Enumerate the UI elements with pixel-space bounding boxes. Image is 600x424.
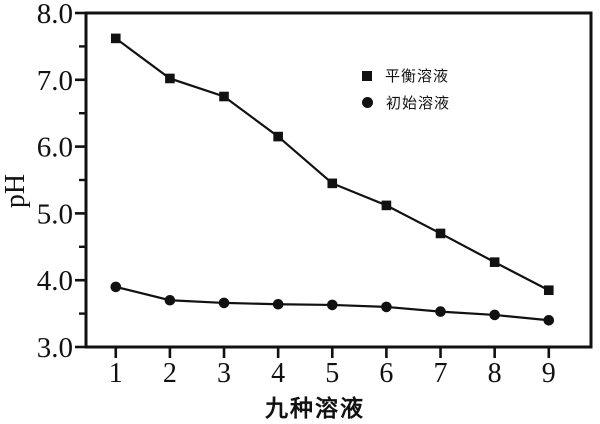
x-tick-label: 7 [434, 358, 448, 389]
data-point-circle [381, 301, 392, 313]
data-point-circle [272, 298, 284, 310]
y-tick-label: 7.0 [37, 65, 73, 97]
legend: 平衡溶液 初始溶液 [357, 62, 450, 116]
data-point-square [110, 33, 121, 44]
data-point-circle [543, 314, 555, 326]
data-point-circle [110, 281, 122, 293]
legend-item-equilibrium-solution: 平衡溶液 [357, 62, 450, 89]
data-point-square [543, 285, 554, 296]
data-point-square [219, 91, 229, 102]
x-tick-label: 1 [109, 358, 123, 389]
x-tick-label: 8 [488, 358, 502, 389]
data-point-circle [435, 306, 446, 317]
data-point-square [381, 200, 392, 211]
x-tick-label: 6 [379, 358, 393, 389]
x-tick-label: 4 [271, 358, 285, 389]
x-axis-title: 九种溶液 [265, 395, 365, 421]
data-point-circle [489, 309, 500, 321]
y-tick-label: 4.0 [37, 265, 73, 297]
data-point-circle [164, 294, 176, 306]
x-tick-label: 9 [542, 358, 556, 389]
data-point-circle [218, 297, 230, 309]
circle-marker-icon [362, 97, 373, 108]
data-point-square [489, 257, 500, 267]
y-tick-label: 8.0 [37, 0, 73, 30]
legend-label-initial-solution: 初始溶液 [386, 95, 451, 112]
data-point-square [273, 131, 283, 142]
legend-label-equilibrium-solution: 平衡溶液 [385, 68, 450, 85]
square-marker-icon [362, 70, 372, 81]
legend-item-initial-solution: 初始溶液 [357, 89, 450, 116]
y-axis-title: pH [0, 173, 31, 209]
y-tick-label: 3.0 [37, 332, 73, 364]
x-tick-label: 5 [325, 358, 339, 389]
y-tick-label: 5.0 [37, 198, 73, 230]
plot-area-frame [84, 11, 593, 349]
data-point-square [165, 73, 175, 84]
data-point-circle [326, 299, 338, 311]
y-tick-label: 6.0 [37, 132, 73, 164]
x-tick-label: 3 [217, 358, 231, 389]
x-tick-label: 2 [163, 358, 177, 389]
data-point-square [327, 178, 338, 189]
data-point-square [435, 228, 446, 239]
